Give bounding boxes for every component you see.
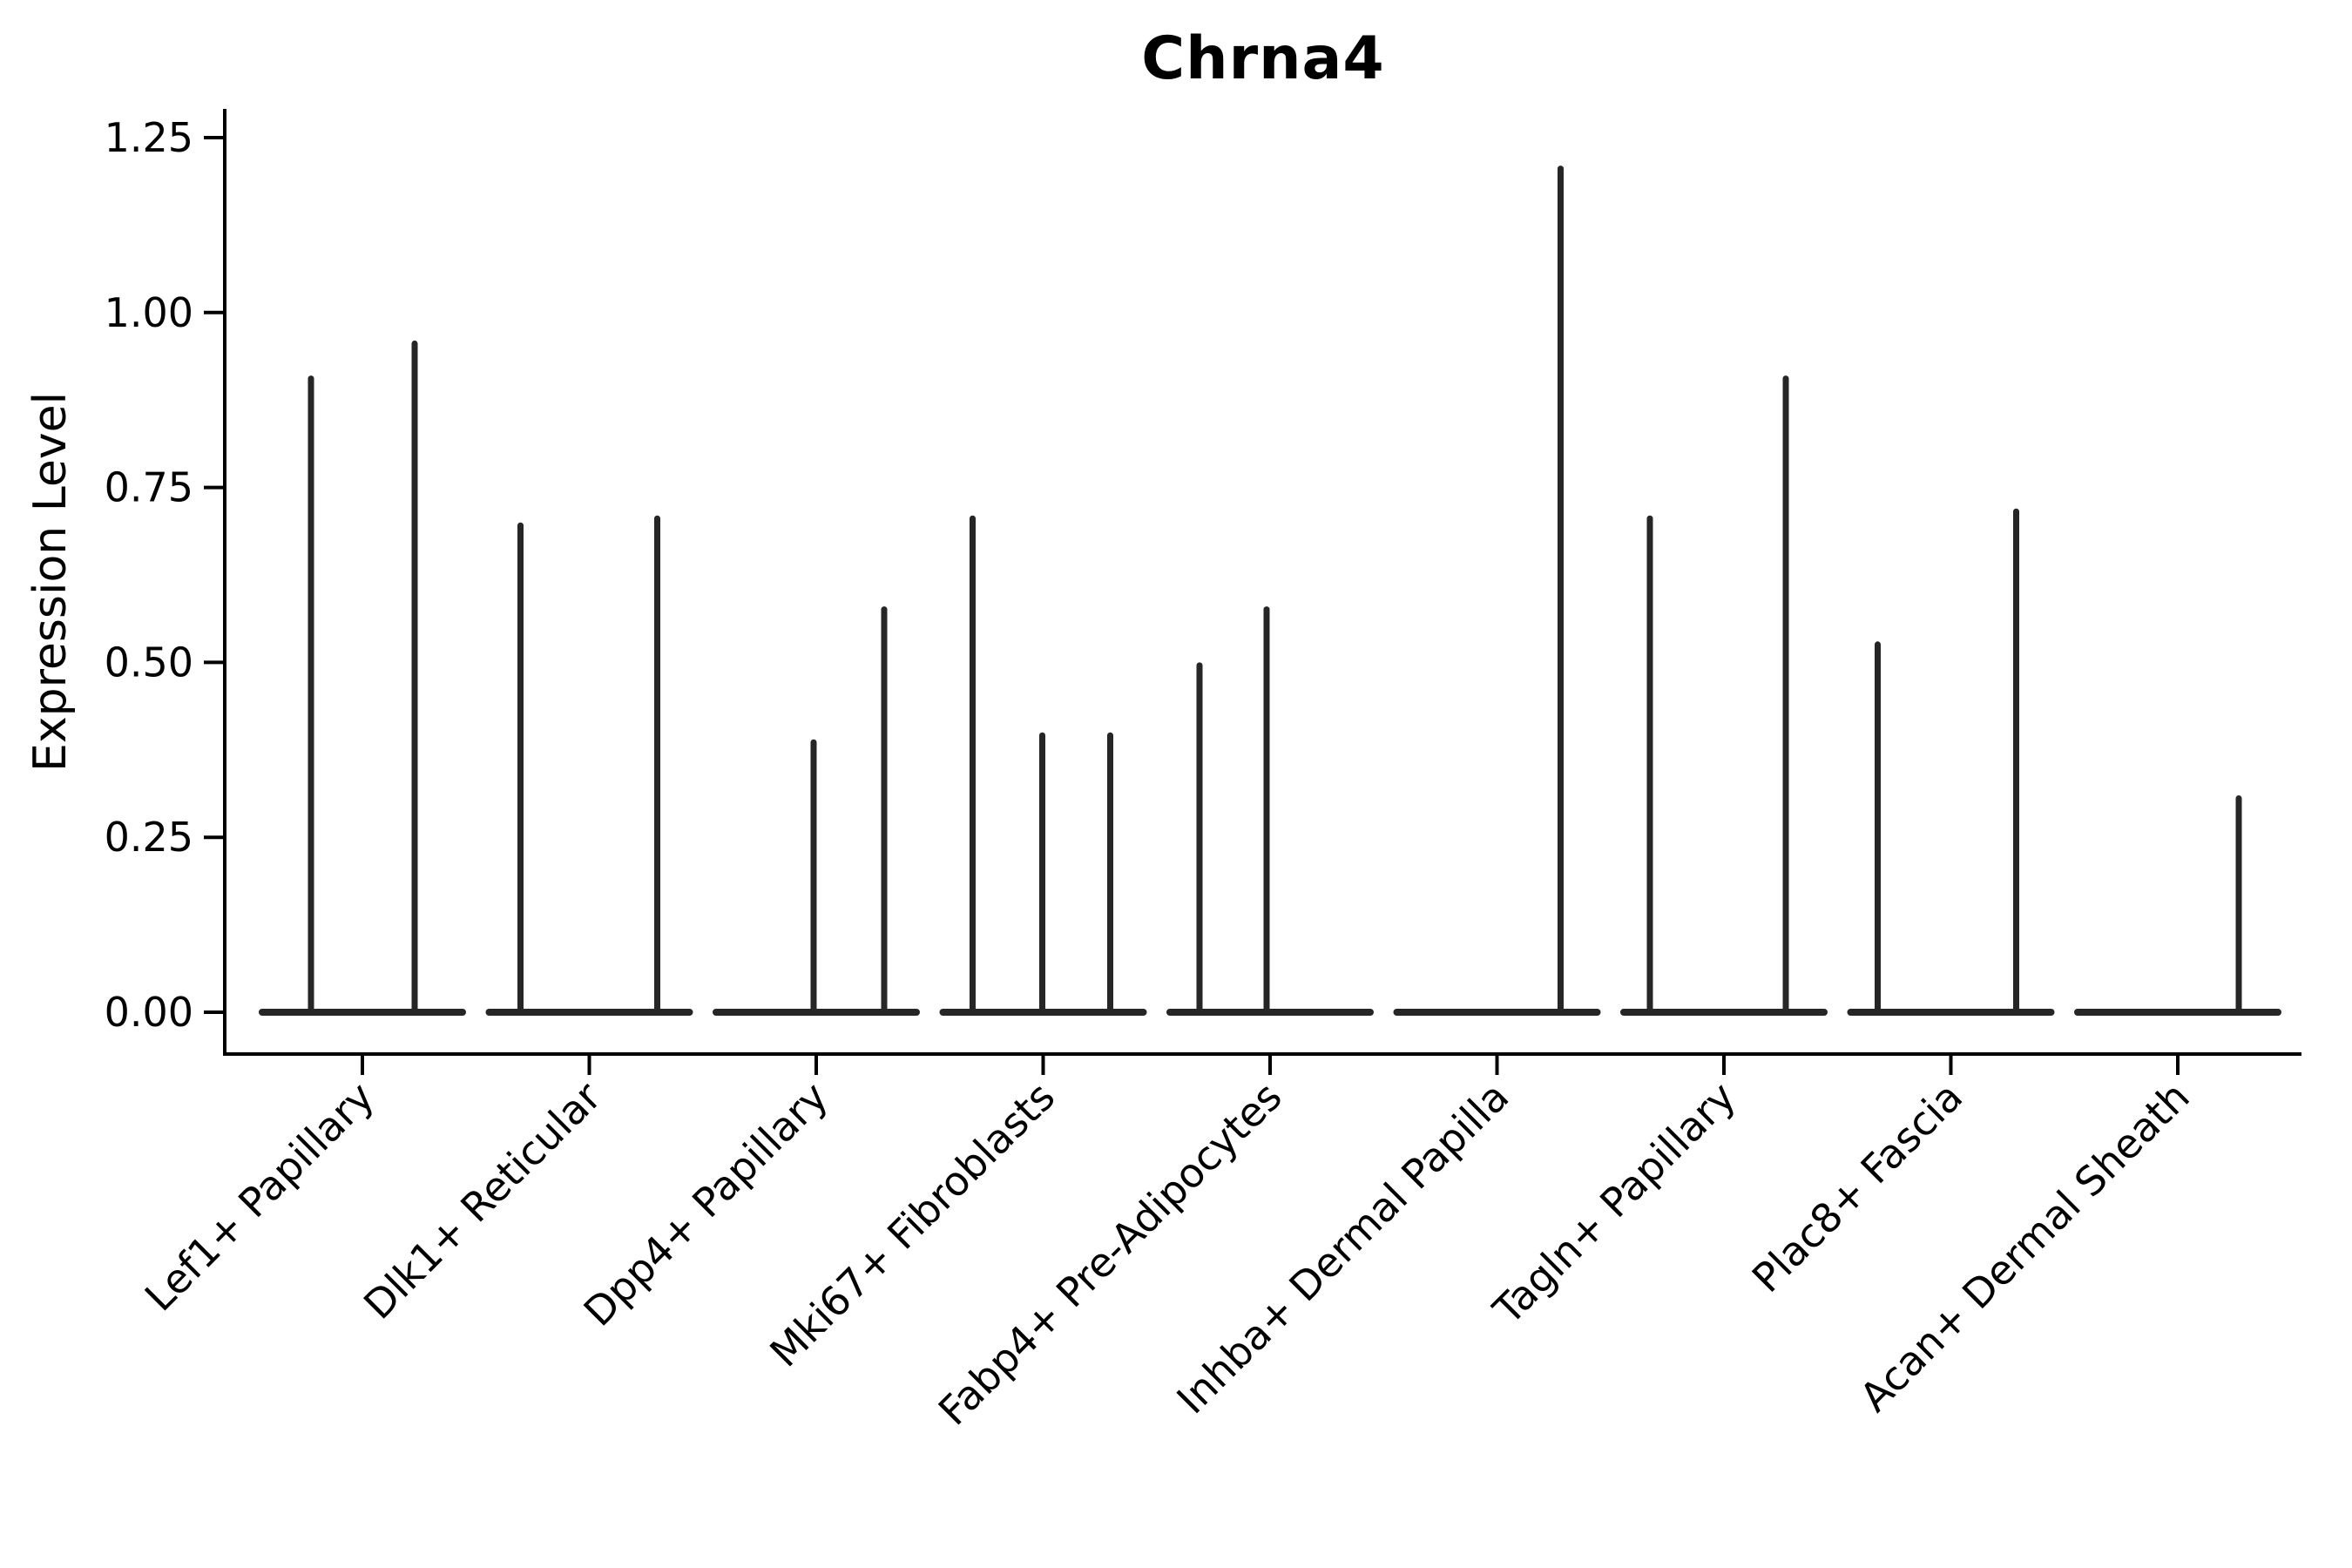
y-tick-label: 1.00 bbox=[105, 289, 193, 336]
x-tick-label: Lef1+ Papillary bbox=[136, 1073, 383, 1321]
violin-baseline bbox=[1393, 1009, 1601, 1016]
violin-spike bbox=[1782, 375, 1789, 1016]
violin-spike bbox=[1039, 732, 1045, 1016]
violin-baseline bbox=[1847, 1009, 2055, 1016]
x-tick-label: Dlk1+ Reticular bbox=[355, 1073, 610, 1328]
violin-spike bbox=[2235, 795, 2242, 1016]
violin-baseline bbox=[2074, 1009, 2281, 1016]
violin-spike bbox=[970, 515, 976, 1016]
y-tick-label: 1.25 bbox=[105, 114, 193, 161]
violin-spike bbox=[881, 606, 888, 1016]
violin-baseline bbox=[1620, 1009, 1828, 1016]
y-tick-label: 0.25 bbox=[105, 814, 193, 861]
violin-spike bbox=[654, 515, 660, 1016]
violin-baseline bbox=[259, 1009, 466, 1016]
plot-title: Chrna4 bbox=[1141, 24, 1385, 93]
y-tick-label: 0.00 bbox=[105, 989, 193, 1036]
x-tick-label: Tagln+ Papillary bbox=[1484, 1073, 1745, 1335]
violin-spike bbox=[308, 375, 314, 1016]
y-tick-label: 0.75 bbox=[105, 464, 193, 511]
violin-spike bbox=[1558, 166, 1564, 1017]
violin-spike bbox=[1263, 606, 1270, 1016]
y-tick-label: 0.50 bbox=[105, 639, 193, 686]
violin-baseline bbox=[485, 1009, 693, 1016]
x-tick-label: Plac8+ Fascia bbox=[1743, 1073, 1971, 1301]
violin-spike bbox=[2013, 508, 2019, 1016]
violin-spike bbox=[1107, 732, 1113, 1016]
violin-spike bbox=[1196, 662, 1203, 1016]
violin-spike bbox=[810, 739, 817, 1016]
violin-spike bbox=[517, 522, 524, 1016]
violin-baseline bbox=[1166, 1009, 1374, 1016]
x-tick-label: Dpp4+ Papillary bbox=[575, 1073, 837, 1335]
violin-spike bbox=[1875, 641, 1881, 1016]
violin-spike bbox=[1646, 515, 1653, 1016]
violin-spike bbox=[411, 340, 418, 1017]
